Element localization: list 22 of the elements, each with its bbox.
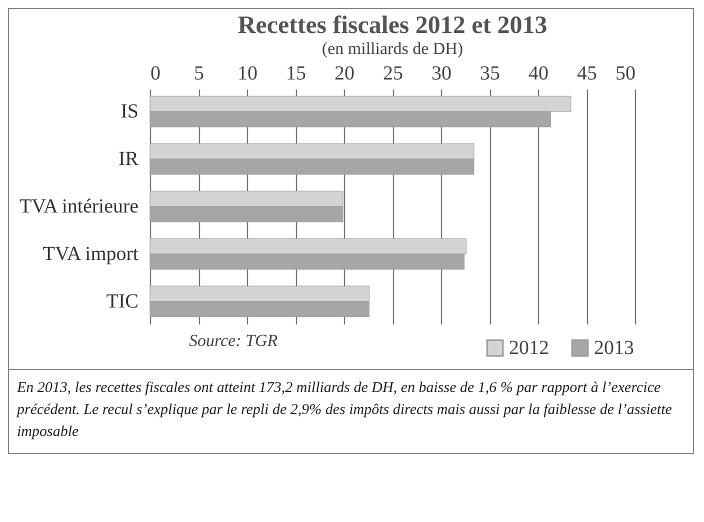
- x-tick-label: 35: [480, 62, 500, 84]
- x-tick-label: 5: [194, 62, 204, 84]
- legend-label: 2012: [509, 337, 549, 360]
- x-tick-label: 20: [334, 62, 354, 84]
- x-tick-label: 0: [150, 62, 160, 84]
- y-tick-label: TVA import: [42, 242, 139, 265]
- x-tick-label: 45: [577, 62, 597, 84]
- x-tick-label: 40: [528, 62, 548, 84]
- legend-label: 2013: [594, 337, 634, 360]
- text: En 2013, les recettes fiscales ont atteint 173,2 milliards de DH, en baisse de 1,6 % par rapport à l’exercice précédent. Le recul s’explique par le repli de 2,9% des impôts directs mais aussi par la faiblesse de l’assiette imposable: [9, 369, 693, 454]
- x-tick-label: 15: [286, 62, 306, 84]
- chart-subtitle: (en milliards de DH): [322, 39, 464, 58]
- source-note: Source: TGR: [189, 331, 278, 351]
- x-tick-label: 30: [432, 62, 452, 84]
- x-tick-label: 10: [238, 62, 258, 84]
- x-tick-label: 25: [383, 62, 403, 84]
- chart-title: Recettes fiscales 2012 et 2013: [238, 12, 548, 39]
- y-tick-label: TIC: [106, 290, 138, 312]
- y-tick-label: IR: [118, 148, 140, 170]
- y-tick-label: IS: [120, 100, 138, 123]
- y-tick-label: TVA intérieure: [19, 196, 139, 218]
- x-tick-label: 50: [616, 62, 636, 84]
